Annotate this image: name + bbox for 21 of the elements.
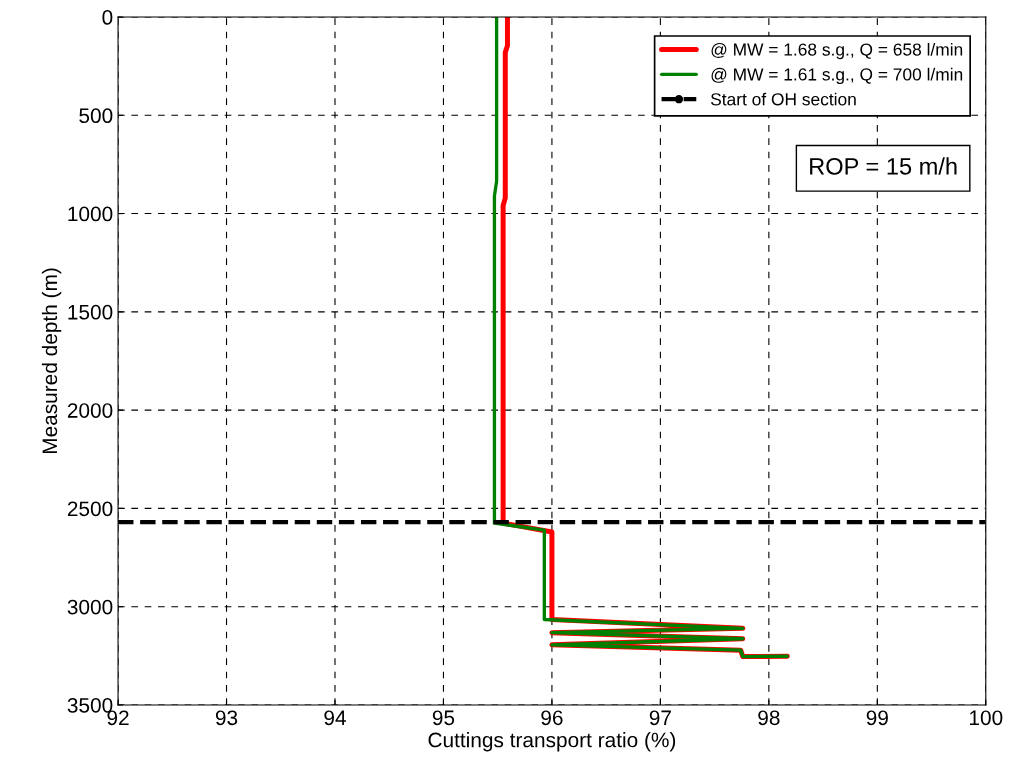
annotation: ROP = 15 m/h xyxy=(810,157,957,175)
x-tick-label: 98 xyxy=(758,710,780,726)
y-tick-label: 3000 xyxy=(67,599,113,615)
y-axis-title: Measured depth (m) xyxy=(41,268,62,454)
y-tick-label: 1500 xyxy=(68,304,113,320)
legend-label: @ MW = 1.61 s.g., Q = 700 l/min xyxy=(711,67,963,84)
y-tick-label: 1000 xyxy=(68,206,113,222)
y-tick-label: 2000 xyxy=(67,403,113,418)
x-axis-title: Cuttings transport ratio (%) xyxy=(428,732,676,752)
x-tick-label: 97 xyxy=(649,710,671,726)
legend-label: @ MW = 1.68 s.g., Q = 658 l/min xyxy=(711,42,963,60)
x-tick-label: 93 xyxy=(215,710,238,726)
x-tick-label: 99 xyxy=(866,710,888,726)
x-tick-label: 100 xyxy=(970,710,1003,726)
legend-label: Start of OH section xyxy=(710,92,856,106)
x-tick-label: 95 xyxy=(432,710,455,726)
y-tick-label: 500 xyxy=(79,108,113,124)
y-tick-label: 0 xyxy=(102,10,113,25)
x-tick-label: 96 xyxy=(541,710,563,726)
x-tick-label: 94 xyxy=(324,710,346,726)
y-tick-label: 2500 xyxy=(67,501,113,517)
